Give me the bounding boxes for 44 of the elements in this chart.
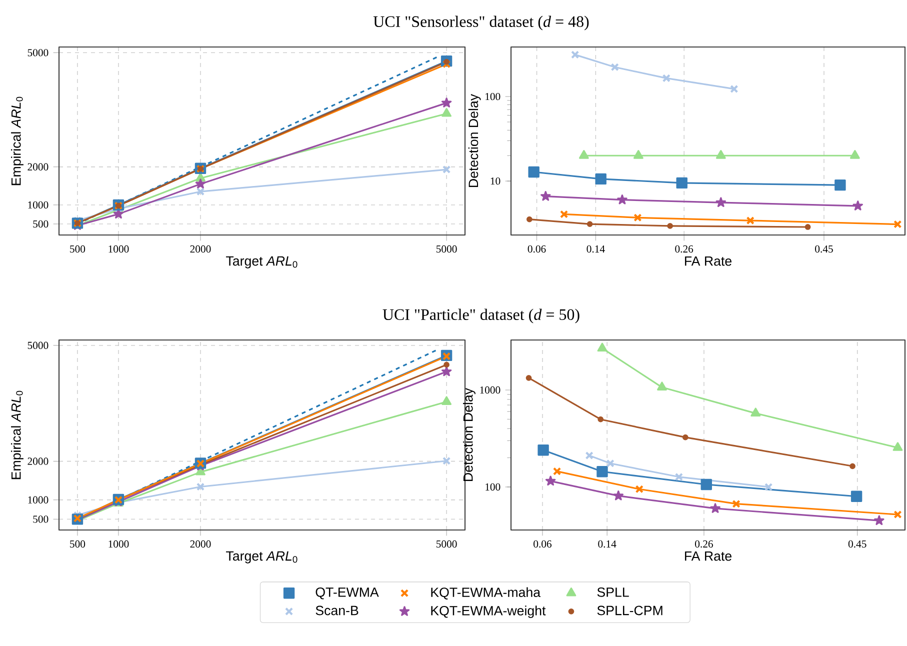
x-tick-label: 0.06: [528, 245, 546, 253]
chart-title: UCI "Particle" dataset (d = 50): [382, 308, 580, 324]
y-tick-label: 500: [33, 516, 48, 523]
y-tick-label: 1000: [28, 201, 48, 209]
legend-label: SPLL-CPM: [597, 606, 662, 616]
y-axis-title: Detection Delay: [463, 388, 476, 481]
x-axis-title: FA Rate: [685, 551, 732, 561]
y-tick-label: 2000: [28, 458, 48, 465]
legend-label: KQT-EWMA-weight: [431, 606, 546, 618]
x-tick-label: 0.06: [534, 540, 552, 548]
y-tick-label: 100: [486, 483, 500, 491]
y-tick-label: 10: [490, 177, 500, 185]
x-tick-label: 500: [70, 540, 86, 548]
legend-label: SPLL: [597, 587, 629, 597]
y-tick-label: 1000: [28, 496, 48, 504]
x-tick-label: 0.45: [848, 540, 866, 548]
y-axis-title: Empirical ARL$_{0}$: [11, 96, 24, 186]
x-tick-label: 1000: [108, 245, 129, 253]
y-tick-label: 500: [33, 220, 48, 228]
x-tick-label: 5000: [436, 245, 457, 253]
y-tick-label: 1000: [480, 386, 500, 394]
x-tick-label: 2000: [190, 540, 211, 548]
legend-label: KQT-EWMA-maha: [431, 587, 541, 600]
y-tick-label: 5000: [28, 342, 48, 349]
x-tick-label: 0.45: [815, 245, 833, 253]
y-axis-title: Detection Delay: [468, 94, 481, 187]
x-tick-label: 0.26: [695, 540, 713, 548]
x-tick-label: 500: [70, 245, 86, 253]
x-tick-label: 1000: [108, 540, 129, 548]
x-tick-label: 2000: [190, 245, 211, 253]
x-axis-title: Target ARL$_{0}$: [226, 256, 298, 268]
x-tick-label: 0.14: [586, 245, 605, 253]
x-tick-label: 0.26: [675, 245, 694, 253]
y-tick-label: 100: [486, 92, 500, 100]
legend-label: Scan-B: [316, 606, 358, 616]
x-axis-title: Target ARL$_{0}$: [226, 551, 298, 564]
y-tick-label: 2000: [28, 163, 48, 170]
x-tick-label: 5000: [436, 540, 457, 548]
chart-title: UCI "Sensorless" dataset (d = 48): [373, 16, 589, 30]
y-axis-title: Empirical ARL$_{0}$: [11, 390, 24, 480]
x-tick-label: 0.14: [598, 540, 616, 548]
legend-label: QT-EWMA: [316, 587, 379, 600]
x-axis-title: FA Rate: [685, 256, 732, 266]
y-tick-label: 5000: [28, 49, 48, 56]
